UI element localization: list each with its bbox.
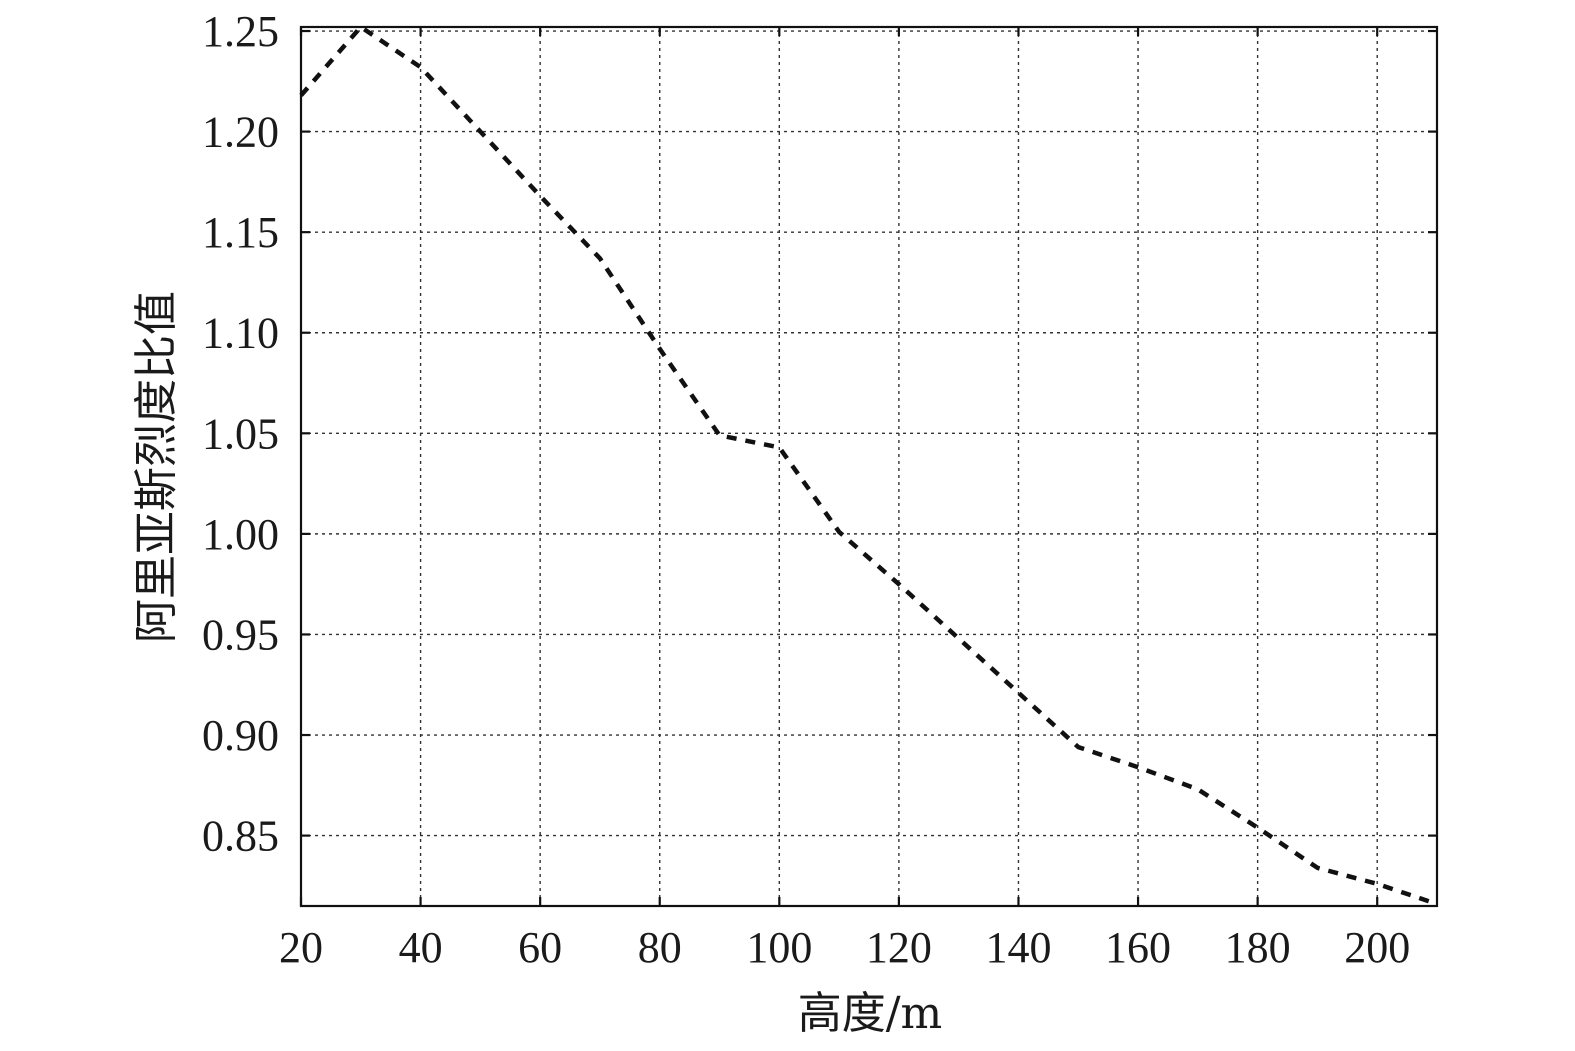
x-axis-title: 高度/m bbox=[798, 988, 943, 1039]
x-tick-label: 160 bbox=[1105, 923, 1171, 972]
grid-lines bbox=[300, 27, 1437, 906]
y-tick-label: 1.20 bbox=[202, 108, 279, 157]
x-tick-label: 60 bbox=[518, 923, 562, 972]
x-tick-labels: 20 40 60 80 100 120 140 160 180 200 bbox=[279, 923, 1410, 972]
series-layer bbox=[299, 24, 1438, 907]
x-tick-label: 80 bbox=[638, 923, 682, 972]
x-tick-label: 40 bbox=[399, 923, 443, 972]
y-tick-label: 1.10 bbox=[202, 309, 279, 358]
series-line-0 bbox=[299, 24, 1438, 907]
y-tick-label: 0.85 bbox=[202, 812, 279, 861]
y-tick-label: 1.15 bbox=[202, 208, 279, 257]
x-tick-label: 100 bbox=[746, 923, 812, 972]
x-tick-label: 180 bbox=[1225, 923, 1291, 972]
y-tick-label: 1.05 bbox=[202, 409, 279, 458]
plot-frame bbox=[299, 25, 1439, 908]
y-tick-label: 1.25 bbox=[202, 7, 279, 56]
y-tick-label: 1.00 bbox=[202, 510, 279, 559]
y-tick-label: 0.90 bbox=[202, 711, 279, 760]
y-tick-label: 0.95 bbox=[202, 610, 279, 659]
x-tick-label: 120 bbox=[866, 923, 932, 972]
x-tick-label: 20 bbox=[279, 923, 323, 972]
y-axis-title: 阿里亚斯烈度比值 bbox=[131, 291, 182, 643]
y-tick-labels: 0.85 0.90 0.95 1.00 1.05 1.10 1.15 1.20 1.25 bbox=[202, 7, 279, 861]
x-tick-label: 140 bbox=[985, 923, 1051, 972]
tick-marks bbox=[299, 27, 1437, 906]
x-tick-label: 200 bbox=[1344, 923, 1410, 972]
